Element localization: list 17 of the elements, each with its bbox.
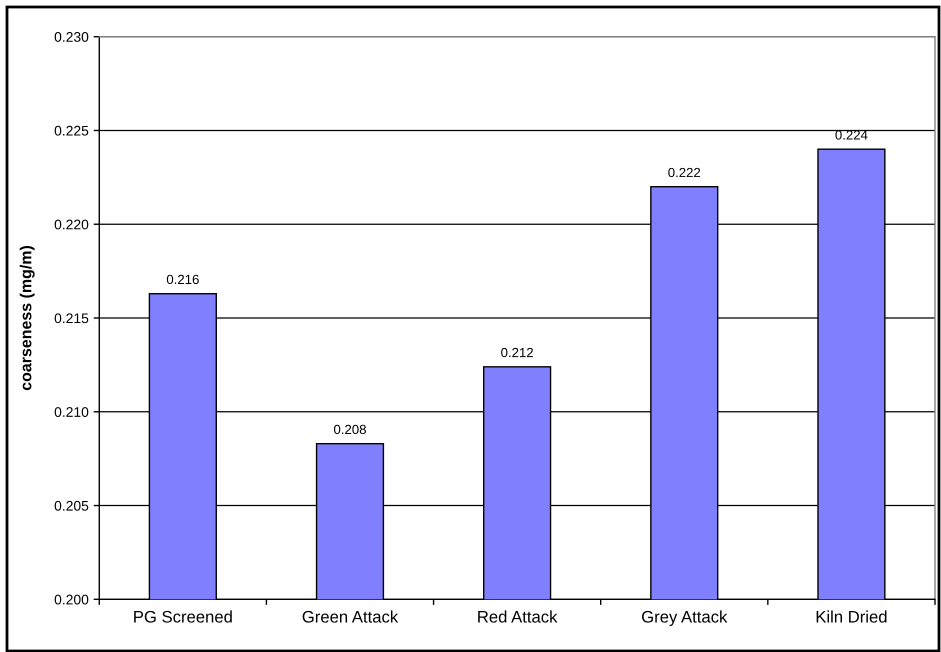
x-tick-label: Grey Attack [642,610,728,626]
data-label: 0.208 [334,424,366,434]
y-tick-label: 0.225 [54,126,88,136]
data-label: 0.212 [501,348,533,358]
data-label: 0.222 [668,168,700,178]
y-tick-label: 0.215 [54,313,88,324]
x-tick-label: PG Screened [134,610,232,623]
y-tick-label: 0.230 [54,32,88,42]
y-axis-title: coarseness (mg/m) [20,246,35,390]
x-tick-label: Green Attack [302,610,398,623]
data-label: 0.216 [166,274,199,284]
y-tick-label: 0.220 [54,220,88,230]
x-tick-label: Red Attack [478,610,558,623]
y-tick-label: 0.200 [54,594,88,604]
x-tick-label: Kiln Dried [816,610,886,623]
y-tick-label: 0.210 [54,407,88,417]
y-tick-label: 0.205 [54,500,88,511]
